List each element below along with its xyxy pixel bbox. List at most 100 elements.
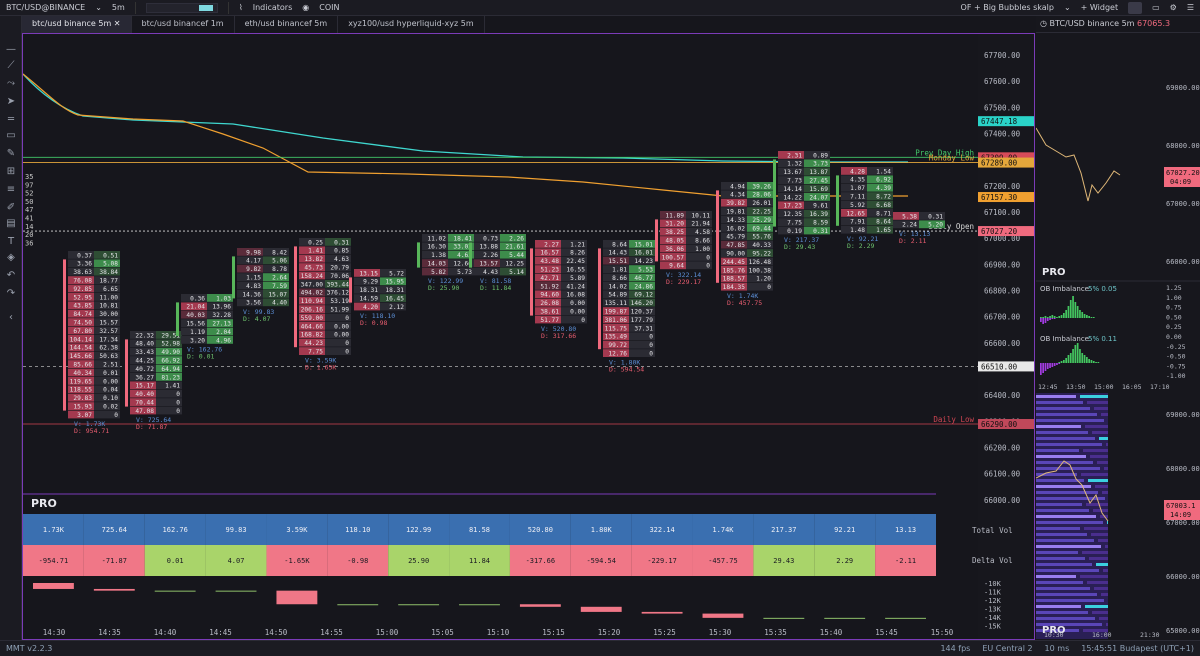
- coin-button[interactable]: COIN: [319, 3, 340, 12]
- total-vol-value: 81.58: [469, 526, 490, 534]
- symbol-selector[interactable]: BTC/USD@BINANCE: [6, 3, 86, 12]
- chevron-down-icon[interactable]: ⌄: [1063, 3, 1071, 12]
- path-tool-icon[interactable]: ⤳: [7, 78, 15, 89]
- footprint-ask-volume: 8.42: [272, 249, 287, 256]
- footprint-ask-volume: 38.84: [99, 269, 118, 276]
- footprint-cell-bid: [841, 225, 867, 234]
- add-widget-button[interactable]: + Widget: [1080, 3, 1119, 12]
- footprint-cell-ask: [747, 274, 773, 283]
- text-tool-icon[interactable]: T: [7, 236, 15, 247]
- footprint-cell-bid: [603, 332, 629, 341]
- mini-axis-label: 68000.00: [1166, 465, 1200, 473]
- tab-xyz100-hyperliquid-5m[interactable]: xyz100/usd hyperliquid-xyz 5m: [338, 16, 485, 33]
- footprint-ask-volume: 100.38: [749, 267, 772, 274]
- footprint-bid-volume: 2.24: [902, 222, 917, 229]
- footprint-cell-ask: [747, 215, 773, 224]
- footprint-cell-ask: [448, 259, 474, 267]
- heatmap-band: [1094, 587, 1108, 590]
- footprint-cell-bid: [603, 282, 629, 290]
- footprint-chart[interactable]: 67700.0067600.0067500.0067400.0067300.00…: [22, 33, 1035, 640]
- delta-vol-value: -2.11: [895, 557, 916, 565]
- heatmap-band: [1088, 479, 1108, 482]
- camera-icon[interactable]: [1128, 1, 1143, 14]
- window-icon[interactable]: ▭: [1152, 3, 1160, 12]
- footprint-cell-ask: [804, 176, 830, 184]
- ob-bar-positive: [1067, 355, 1070, 363]
- footprint-cell-bid: [237, 256, 263, 265]
- heatmap-band: [1036, 557, 1085, 560]
- footprint-cell-bid: [68, 351, 94, 360]
- time-axis-label: 14:35: [98, 628, 121, 637]
- edge-number: 52: [25, 190, 33, 198]
- pencil-tool-icon[interactable]: ✐: [6, 202, 16, 213]
- footprint-ask-volume: 29.51: [161, 332, 180, 339]
- footprint-cell-bid: [130, 356, 156, 364]
- collapse-icon[interactable]: ‹: [9, 312, 13, 323]
- undo-icon[interactable]: ↶: [6, 270, 16, 281]
- settings-icon[interactable]: ⚙: [1169, 3, 1177, 12]
- footprint-bid-volume: 11.02: [427, 235, 446, 242]
- candle-volume: V: 99.83: [243, 308, 274, 316]
- delta-vol-value: -71.87: [102, 557, 127, 565]
- footprint-bid-volume: 2.31: [787, 152, 802, 159]
- footprint-cell-bid: [841, 217, 867, 226]
- footprint-bid-volume: 4.35: [850, 177, 865, 184]
- mini-price-tag-bg: [1164, 500, 1200, 520]
- measure-tool-icon[interactable]: ⊞: [6, 166, 16, 177]
- ob-bar-positive: [1079, 349, 1081, 363]
- footprint-cell-ask: [325, 296, 351, 305]
- line-tool-icon[interactable]: —: [6, 44, 16, 55]
- heatmap-band: [1099, 437, 1108, 440]
- mini-pro-logo: PRO: [1042, 267, 1066, 278]
- footprint-cell-bid: [778, 159, 804, 168]
- footprint-ask-volume: 8.64: [876, 219, 891, 226]
- footprint-cell-bid: [68, 402, 94, 410]
- heatmap-band: [1036, 551, 1078, 554]
- time-axis-label: 15:20: [598, 628, 621, 637]
- footprint-ask-volume: 5.73: [457, 269, 472, 276]
- footprint-bid-volume: 144.54: [70, 345, 93, 352]
- footprint-bid-volume: 44.25: [135, 358, 154, 365]
- region-selector[interactable]: EU Central 2: [982, 644, 1033, 653]
- delta-vol-cell: [327, 545, 389, 576]
- footprint-cell-ask: [747, 249, 773, 257]
- footprint-ask-volume: 69.44: [752, 225, 771, 232]
- arrow-tool-icon[interactable]: ➤: [6, 96, 16, 107]
- ob-bar-negative: [1053, 318, 1056, 319]
- fib-tool-icon[interactable]: ≡: [6, 184, 16, 195]
- footprint-cell-bid: [422, 267, 448, 276]
- footprint-cell-ask: [747, 266, 773, 274]
- footprint-cell-bid: [299, 246, 325, 255]
- tab-eth-binancef-5m[interactable]: eth/usd binancef 5m: [235, 16, 339, 33]
- brush-tool-icon[interactable]: ✎: [6, 148, 16, 159]
- total-vol-cell: [449, 514, 510, 545]
- redo-icon[interactable]: ↷: [6, 288, 16, 299]
- footprint-bid-volume: 0.25: [308, 239, 323, 246]
- position-tool-icon[interactable]: ▤: [6, 218, 16, 229]
- footprint-cell-bid: [721, 198, 747, 207]
- footprint-bid-volume: 13.57: [479, 261, 498, 268]
- tab-btc-binancef-1m[interactable]: btc/usd binancef 1m: [132, 16, 235, 33]
- ob-bar-negative: [1056, 363, 1058, 365]
- heatmap-band: [1036, 605, 1081, 608]
- tab-btc-binance-5m[interactable]: btc/usd binance 5m ✕: [22, 16, 132, 33]
- layout-selector[interactable]: OF + Big Bubbles skalp: [960, 3, 1054, 12]
- hline-tool-icon[interactable]: ═: [7, 114, 15, 125]
- candle-delta: D: 457.75: [727, 299, 762, 307]
- interval-selector[interactable]: 5m: [111, 3, 125, 12]
- heatmap-band: [1082, 551, 1108, 554]
- footprint-bid-volume: 9.82: [246, 266, 261, 273]
- footprint-bid-volume: 110.94: [301, 298, 324, 305]
- timeline-scroller[interactable]: [145, 2, 218, 13]
- rect-tool-icon[interactable]: ▭: [6, 130, 16, 141]
- total-vol-value: 1.80K: [591, 526, 613, 534]
- indicators-button[interactable]: Indicators: [252, 3, 293, 12]
- menu-icon[interactable]: ☰: [1186, 3, 1194, 12]
- footprint-ask-volume: 81.23: [161, 374, 180, 381]
- heatmap-band: [1036, 491, 1098, 494]
- footprint-ask-volume: 0: [649, 334, 653, 341]
- ob-bar-negative: [1042, 318, 1044, 324]
- ray-tool-icon[interactable]: ⟋: [7, 60, 15, 71]
- layers-icon[interactable]: ◈: [7, 252, 15, 263]
- chevron-down-icon[interactable]: ⌄: [95, 3, 102, 12]
